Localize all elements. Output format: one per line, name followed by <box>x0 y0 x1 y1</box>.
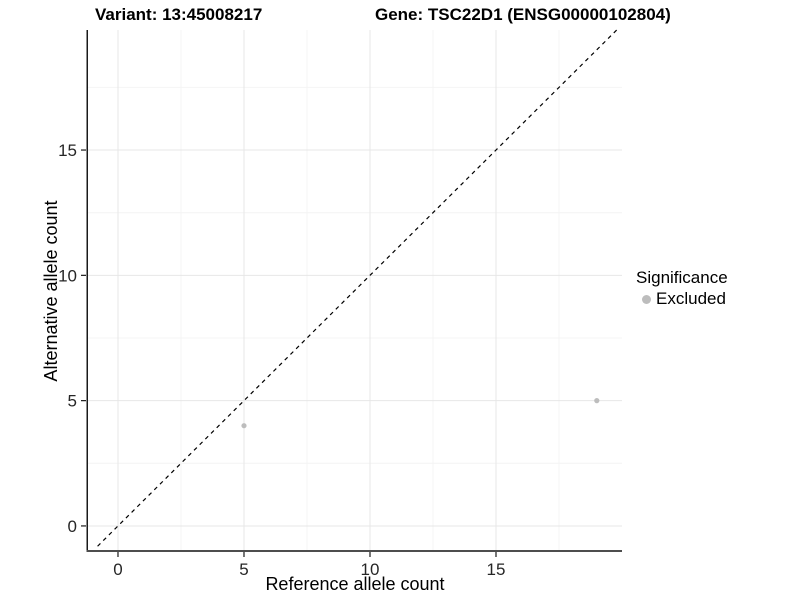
data-point <box>594 398 600 404</box>
y-tick-label: 5 <box>68 392 77 411</box>
x-tick-label: 15 <box>487 560 506 579</box>
y-axis-title: Alternative allele count <box>41 200 61 382</box>
y-tick-label: 15 <box>58 141 77 160</box>
y-tick-label: 0 <box>68 517 77 536</box>
plot-title-gene: Gene: TSC22D1 (ENSG00000102804) <box>375 5 671 24</box>
x-axis-line <box>86 550 622 552</box>
legend-items: Excluded <box>636 289 728 309</box>
identity-line <box>97 29 618 547</box>
y-axis-line <box>86 30 88 551</box>
legend-title: Significance <box>636 268 728 287</box>
legend-key-dot <box>642 294 651 304</box>
legend-item-label: Excluded <box>656 289 726 308</box>
data-point <box>241 423 247 429</box>
x-tick-label: 5 <box>239 560 248 579</box>
legend-item: Excluded <box>636 289 728 309</box>
x-tick-label: 10 <box>361 560 380 579</box>
x-axis-title: Reference allele count <box>265 574 445 594</box>
plot-title-variant: Variant: 13:45008217 <box>95 5 263 24</box>
x-tick-label: 0 <box>113 560 122 579</box>
legend: Significance Excluded <box>636 268 728 309</box>
y-tick-label: 10 <box>58 266 77 285</box>
